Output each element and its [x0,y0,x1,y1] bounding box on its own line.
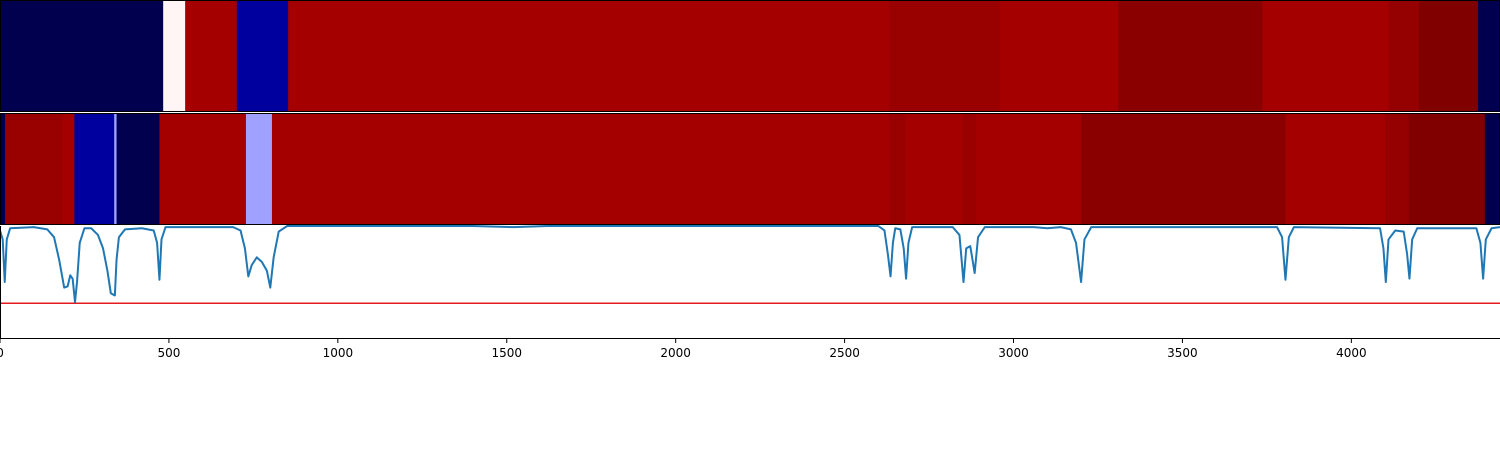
heatmap-cell [185,0,238,112]
heatmap-cell [962,113,977,225]
x-tick-label: 0 [0,346,4,360]
heatmap-cell [271,113,890,225]
heatmap-cell [889,113,907,225]
heatmap-cell [0,0,164,112]
x-tick-label: 1500 [491,346,522,360]
heatmap-cell [1081,113,1287,225]
line-panel [0,225,1500,339]
heatmap-cell [1478,0,1500,112]
heatmap-rows [0,0,1500,225]
heatmap-cell [889,0,1001,112]
heatmap-cell [1118,0,1264,112]
heatmap-cell [114,113,118,225]
x-tick-label: 4000 [1336,346,1367,360]
heatmap-cell [163,0,186,112]
heatmap-cell [1262,0,1390,112]
x-tick-label: 3000 [998,346,1029,360]
x-tick-label: 2500 [829,346,860,360]
x-tick-label: 500 [157,346,180,360]
heatmap-row-1 [0,0,1500,112]
heatmap-cell [1285,113,1386,225]
heatmap-cell [62,113,75,225]
heatmap-row-2 [0,113,1500,225]
heatmap-cell [0,113,6,225]
heatmap-cell [1000,0,1119,112]
heatmap-cell [975,113,1082,225]
x-tick-label: 3500 [1167,346,1198,360]
series-line [0,225,1500,304]
heatmap-cell [1408,113,1486,225]
heatmap-cell [1484,113,1500,225]
heatmap-cell [74,113,115,225]
heatmap-cell [1385,113,1410,225]
heatmap-cell [905,113,964,225]
x-tick-label: 1000 [323,346,354,360]
heatmap-cell [288,0,890,112]
heatmap-cell [1418,0,1479,112]
heatmap-cell [245,113,273,225]
heatmap-cell [5,113,64,225]
heatmap-cell [236,0,289,112]
heatmap-cell [116,113,161,225]
x-tick-label: 2000 [660,346,691,360]
heatmap-cell [159,113,247,225]
x-axis: 0 500 1000 1500 2000 2500 3000 3500 4000 [0,338,1367,360]
heatmap-cell [1388,0,1420,112]
